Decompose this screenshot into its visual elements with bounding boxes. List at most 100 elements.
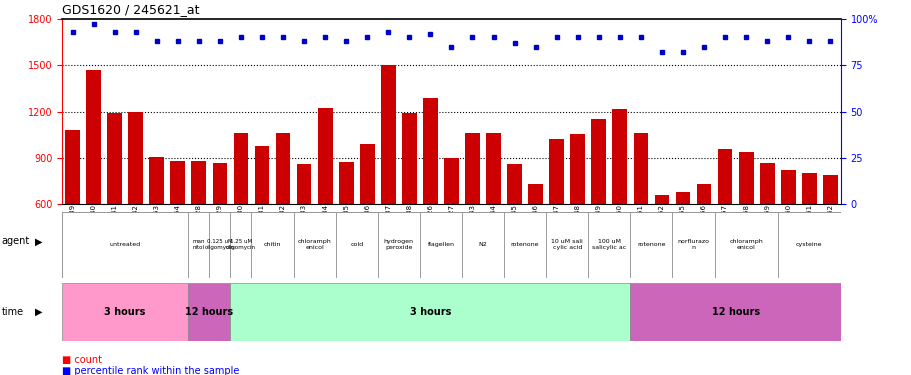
Text: GSM85629: GSM85629 [217,204,222,242]
Bar [62,283,188,341]
Text: ▶: ▶ [35,236,42,246]
Text: 1.25 uM
oligomycin: 1.25 uM oligomycin [226,239,256,250]
Bar [486,133,500,297]
Text: GSM85644: GSM85644 [490,204,496,242]
Bar [377,212,419,278]
Text: GSM85646: GSM85646 [532,204,538,242]
Text: GSM85636: GSM85636 [363,204,370,242]
Text: norflurazo
n: norflurazo n [677,239,709,250]
Bar [360,144,374,297]
Text: GSM85641: GSM85641 [111,204,118,242]
Text: N2: N2 [478,242,486,247]
Bar [233,133,248,297]
Text: GSM85640: GSM85640 [90,204,97,242]
Text: untreated: untreated [109,242,140,247]
Bar [128,112,143,297]
Text: rotenone: rotenone [637,242,665,247]
Bar [465,133,479,297]
Text: GSM85626: GSM85626 [427,204,433,242]
Bar [335,212,377,278]
Bar [188,283,230,341]
Bar [62,212,188,278]
Bar [822,175,837,297]
Bar [612,109,627,297]
Text: GSM85634: GSM85634 [322,204,328,242]
Text: GSM85659: GSM85659 [763,204,770,242]
Bar [251,212,293,278]
Text: GSM85635: GSM85635 [343,204,349,242]
Text: chloramph
enicol: chloramph enicol [729,239,763,250]
Text: chloramph
enicol: chloramph enicol [297,239,331,250]
Text: ■ percentile rank within the sample: ■ percentile rank within the sample [62,366,239,375]
Text: cold: cold [350,242,363,247]
Bar [423,98,437,297]
Text: rotenone: rotenone [510,242,538,247]
Bar [527,184,542,297]
Text: GSM85647: GSM85647 [553,204,559,242]
Bar [254,146,269,297]
Bar [777,212,840,278]
Bar [210,212,230,278]
Text: 12 hours: 12 hours [711,307,759,317]
Text: GSM85632: GSM85632 [280,204,286,242]
Text: time: time [2,307,24,317]
Text: GSM85648: GSM85648 [574,204,580,242]
Bar [654,195,669,297]
Text: GSM85642: GSM85642 [132,204,138,242]
Bar [170,161,185,297]
Bar [630,283,840,341]
Text: GSM85643: GSM85643 [469,204,475,242]
Bar [696,184,711,297]
Text: ▶: ▶ [35,307,42,317]
Bar [675,192,690,297]
Text: chitin: chitin [263,242,281,247]
Text: agent: agent [2,236,30,246]
Text: 0.125 uM
oligomycin: 0.125 uM oligomycin [205,239,235,250]
Bar [546,212,588,278]
Text: 3 hours: 3 hours [409,307,451,317]
Bar [275,133,290,297]
Text: GSM85656: GSM85656 [701,204,706,242]
Bar [230,212,251,278]
Bar [296,164,312,297]
Bar [759,163,773,297]
Text: GSM85637: GSM85637 [384,204,391,242]
Bar [548,140,563,297]
Bar [65,130,80,297]
Bar [588,212,630,278]
Bar [293,212,335,278]
Bar [801,173,815,297]
Text: GDS1620 / 245621_at: GDS1620 / 245621_at [62,3,200,16]
Bar [381,65,395,297]
Text: ■ count: ■ count [62,355,102,365]
Text: GSM85660: GSM85660 [784,204,791,242]
Bar [444,158,458,297]
Bar [339,162,353,297]
Bar [504,212,546,278]
Text: 3 hours: 3 hours [105,307,146,317]
Text: flagellen: flagellen [427,242,454,247]
Bar [191,161,206,297]
Text: GSM85649: GSM85649 [595,204,601,242]
Bar [780,170,794,297]
Bar [419,212,462,278]
Bar [717,149,732,297]
Text: GSM85653: GSM85653 [154,204,159,242]
Bar [590,119,606,297]
Text: GSM85628: GSM85628 [196,204,201,242]
Text: GSM85630: GSM85630 [238,204,243,242]
Bar [738,152,752,297]
Bar [188,212,210,278]
Text: GSM85633: GSM85633 [301,204,307,242]
Text: GSM85638: GSM85638 [406,204,412,242]
Text: GSM85650: GSM85650 [616,204,622,242]
Text: cysteine: cysteine [795,242,822,247]
Bar [212,163,227,297]
Bar [87,70,101,297]
Text: man
nitol: man nitol [192,239,205,250]
Text: GSM85657: GSM85657 [722,204,727,242]
Bar [107,113,122,297]
Bar [633,133,648,297]
Bar [671,212,714,278]
Bar [569,134,585,297]
